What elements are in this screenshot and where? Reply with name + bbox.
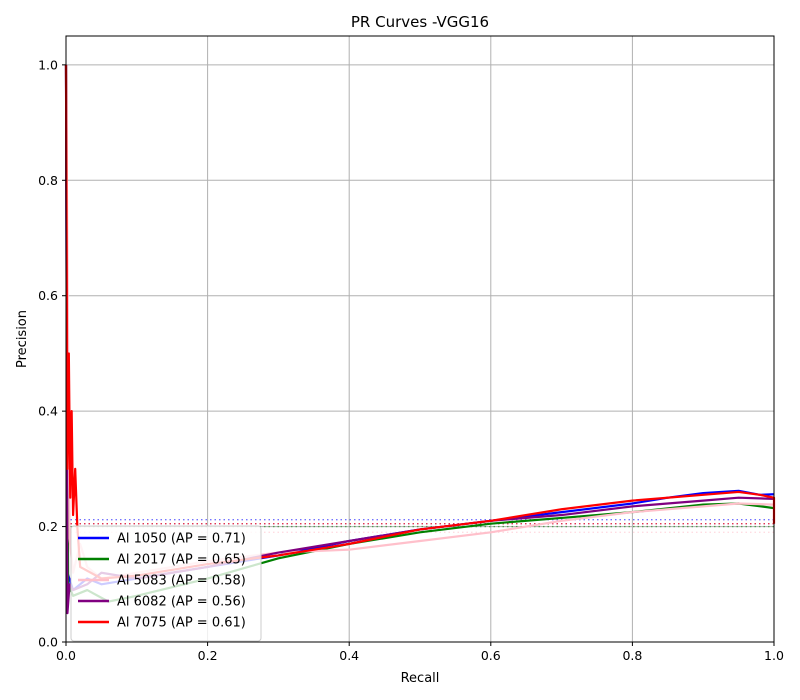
legend-label: Al 2017 (AP = 0.65) xyxy=(117,553,246,568)
axes xyxy=(62,35,775,646)
y-tick-label: 1.0 xyxy=(38,57,58,72)
legend-label: Al 5083 (AP = 0.58) xyxy=(117,574,246,589)
series-line xyxy=(64,64,775,603)
y-tick-label: 0.2 xyxy=(38,519,58,534)
tick-labels: 0.0 0.2 0.4 0.6 0.8 1.0 0.0 0.2 0.4 0.6 0.8 1.0 xyxy=(38,57,784,663)
x-tick-label: 1.0 xyxy=(764,648,784,663)
x-tick-label: 0.4 xyxy=(339,648,359,663)
legend-box xyxy=(70,525,262,642)
plot-frame xyxy=(65,35,775,643)
legend-label: Al 7075 (AP = 0.61) xyxy=(117,616,246,631)
chart-title: PR Curves -VGG16 xyxy=(351,13,489,31)
x-tick-label: 0.8 xyxy=(622,648,642,663)
legend-label: Al 6082 (AP = 0.56) xyxy=(117,595,246,610)
series-line xyxy=(64,64,775,592)
x-tick-label: 0.6 xyxy=(481,648,501,663)
y-tick-label: 0.8 xyxy=(38,173,58,188)
y-tick-label: 0.6 xyxy=(38,288,58,303)
x-tick-label: 0.2 xyxy=(198,648,218,663)
y-axis-title: Precision xyxy=(15,310,30,368)
legend-label: Al 1050 (AP = 0.71) xyxy=(117,532,246,547)
y-tick-label: 0.0 xyxy=(38,635,58,650)
x-tick-label: 0.0 xyxy=(56,648,76,663)
y-tick-label: 0.4 xyxy=(38,404,58,419)
legend: Al 1050 (AP = 0.71) Al 2017 (AP = 0.65) Al… xyxy=(70,525,262,642)
x-axis-title: Recall xyxy=(401,671,440,686)
series-line xyxy=(64,64,775,580)
series-line xyxy=(64,64,776,580)
